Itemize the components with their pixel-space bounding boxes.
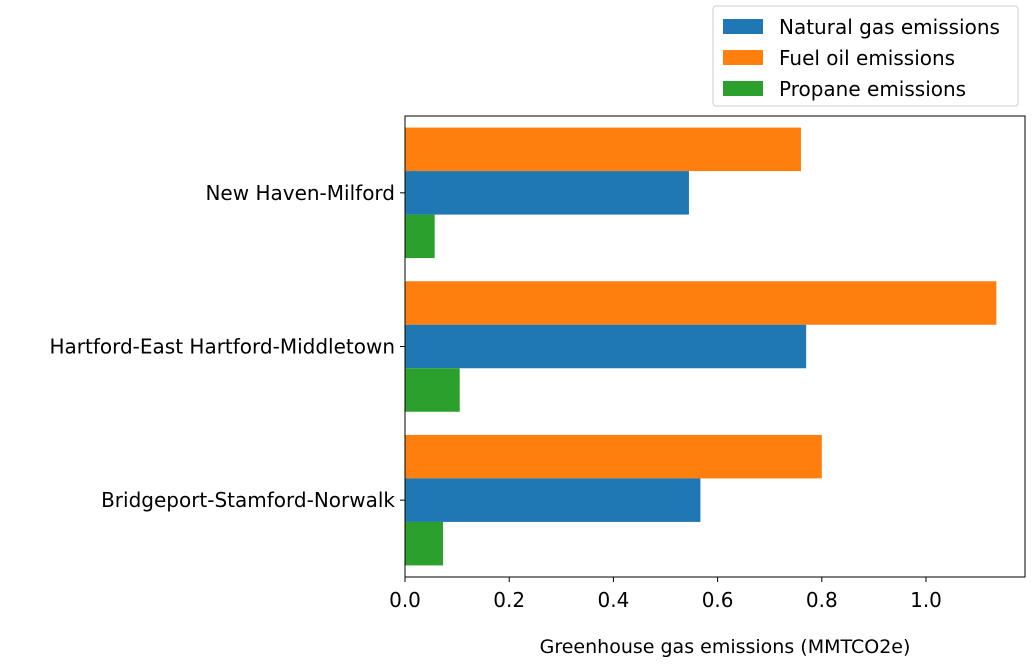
bars-layer	[405, 127, 997, 566]
x-tick-label: 0.2	[493, 588, 525, 612]
bar-fuel-oil-emissions-2	[405, 434, 822, 479]
legend-swatch	[723, 50, 763, 65]
x-tick-label: 0.4	[597, 588, 629, 612]
x-tick-label: 0.6	[702, 588, 734, 612]
bar-propane-emissions-0	[405, 214, 435, 259]
x-tick-label: 1.0	[910, 588, 942, 612]
bar-natural-gas-emissions-0	[405, 171, 689, 215]
bar-propane-emissions-1	[405, 368, 460, 412]
y-tick-label: Hartford-East Hartford-Middletown	[49, 335, 395, 359]
y-tick-label: New Haven-Milford	[205, 181, 395, 205]
bar-fuel-oil-emissions-0	[405, 127, 801, 172]
x-axis-ticks: 0.0 0.2 0.4 0.6 0.8 1.0	[389, 577, 942, 612]
bar-natural-gas-emissions-1	[405, 324, 807, 369]
x-tick-label: 0.8	[806, 588, 838, 612]
legend-label: Fuel oil emissions	[779, 46, 955, 70]
x-tick-label: 0.0	[389, 588, 421, 612]
y-tick-label: Bridgeport-Stamford-Norwalk	[101, 488, 395, 512]
bar-propane-emissions-2	[405, 521, 444, 566]
legend-label: Natural gas emissions	[779, 15, 1000, 39]
legend-swatch	[723, 19, 763, 34]
legend-frame	[712, 5, 1019, 107]
legend: Natural gas emissions Fuel oil emissions P…	[712, 5, 1019, 107]
x-axis-title: Greenhouse gas emissions (MMTCO2e)	[540, 636, 911, 658]
legend-label: Propane emissions	[779, 77, 966, 101]
legend-swatch	[723, 81, 763, 96]
y-axis-categories: New Haven-Milford Hartford-East Hartford-…	[49, 181, 405, 512]
bar-fuel-oil-emissions-1	[405, 281, 997, 325]
bar-natural-gas-emissions-2	[405, 478, 701, 522]
